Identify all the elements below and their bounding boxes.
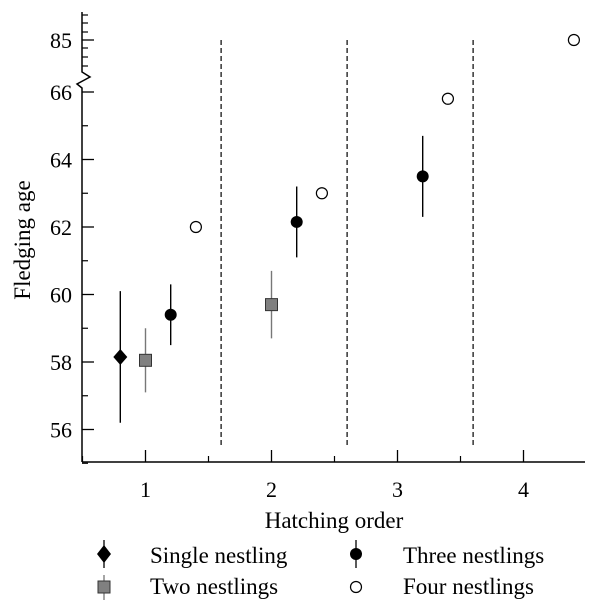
- legend-label-three: Three nestlings: [403, 543, 544, 568]
- y-tick-label-66: 66: [50, 80, 72, 105]
- legend-marker-square: [97, 580, 111, 594]
- legend-item-three: Three nestlings: [350, 540, 544, 568]
- y-tick-label-85: 85: [50, 28, 72, 53]
- y-tick-label-58: 58: [50, 350, 72, 375]
- x-tick-label-3: 3: [392, 477, 403, 502]
- series-3-point-2-circle: [290, 215, 303, 228]
- series-4-point-1-open-circle: [189, 220, 202, 234]
- legend: Single nestling Two nestlings Three nest…: [97, 540, 544, 600]
- axis-ticks: 1 2 3 4 56 58 60 62 64 66 85: [50, 14, 529, 502]
- legend-marker-circle: [350, 548, 362, 560]
- x-tick-label-1: 1: [140, 477, 151, 502]
- legend-label-two: Two nestlings: [150, 574, 278, 599]
- series-4-point-4-open-circle: [567, 33, 581, 47]
- y-axis-label: Fledging age: [10, 180, 35, 299]
- y-axis-break-mark: [75, 70, 92, 90]
- y-tick-label-62: 62: [50, 215, 72, 240]
- data-marks: [113, 33, 581, 423]
- legend-item-four: Four nestlings: [349, 574, 534, 599]
- x-axis-label: Hatching order: [265, 508, 404, 533]
- series-3-point-1-circle: [164, 308, 177, 321]
- legend-item-single: Single nestling: [97, 540, 288, 568]
- series-4-point-2-open-circle: [315, 187, 328, 200]
- series-2-point-1-square: [139, 353, 152, 367]
- legend-label-single: Single nestling: [150, 543, 288, 568]
- series-3-point-3-circle: [416, 170, 429, 183]
- y-tick-label-64: 64: [50, 148, 72, 173]
- legend-item-two: Two nestlings: [97, 574, 278, 600]
- x-tick-label-2: 2: [266, 477, 277, 502]
- series-2-point-2-square: [265, 298, 278, 312]
- legend-marker-open-circle: [349, 580, 363, 594]
- y-tick-label-60: 60: [50, 283, 72, 308]
- series-1-point-1-diamond: [113, 348, 128, 365]
- series-4-point-3-open-circle: [441, 92, 454, 105]
- x-tick-label-4: 4: [518, 477, 529, 502]
- plot-area: 1 2 3 4 56 58 60 62 64 66 85: [50, 12, 585, 502]
- y-tick-label-56: 56: [50, 418, 72, 443]
- legend-label-four: Four nestlings: [403, 574, 534, 599]
- group-dividers: [220, 40, 474, 445]
